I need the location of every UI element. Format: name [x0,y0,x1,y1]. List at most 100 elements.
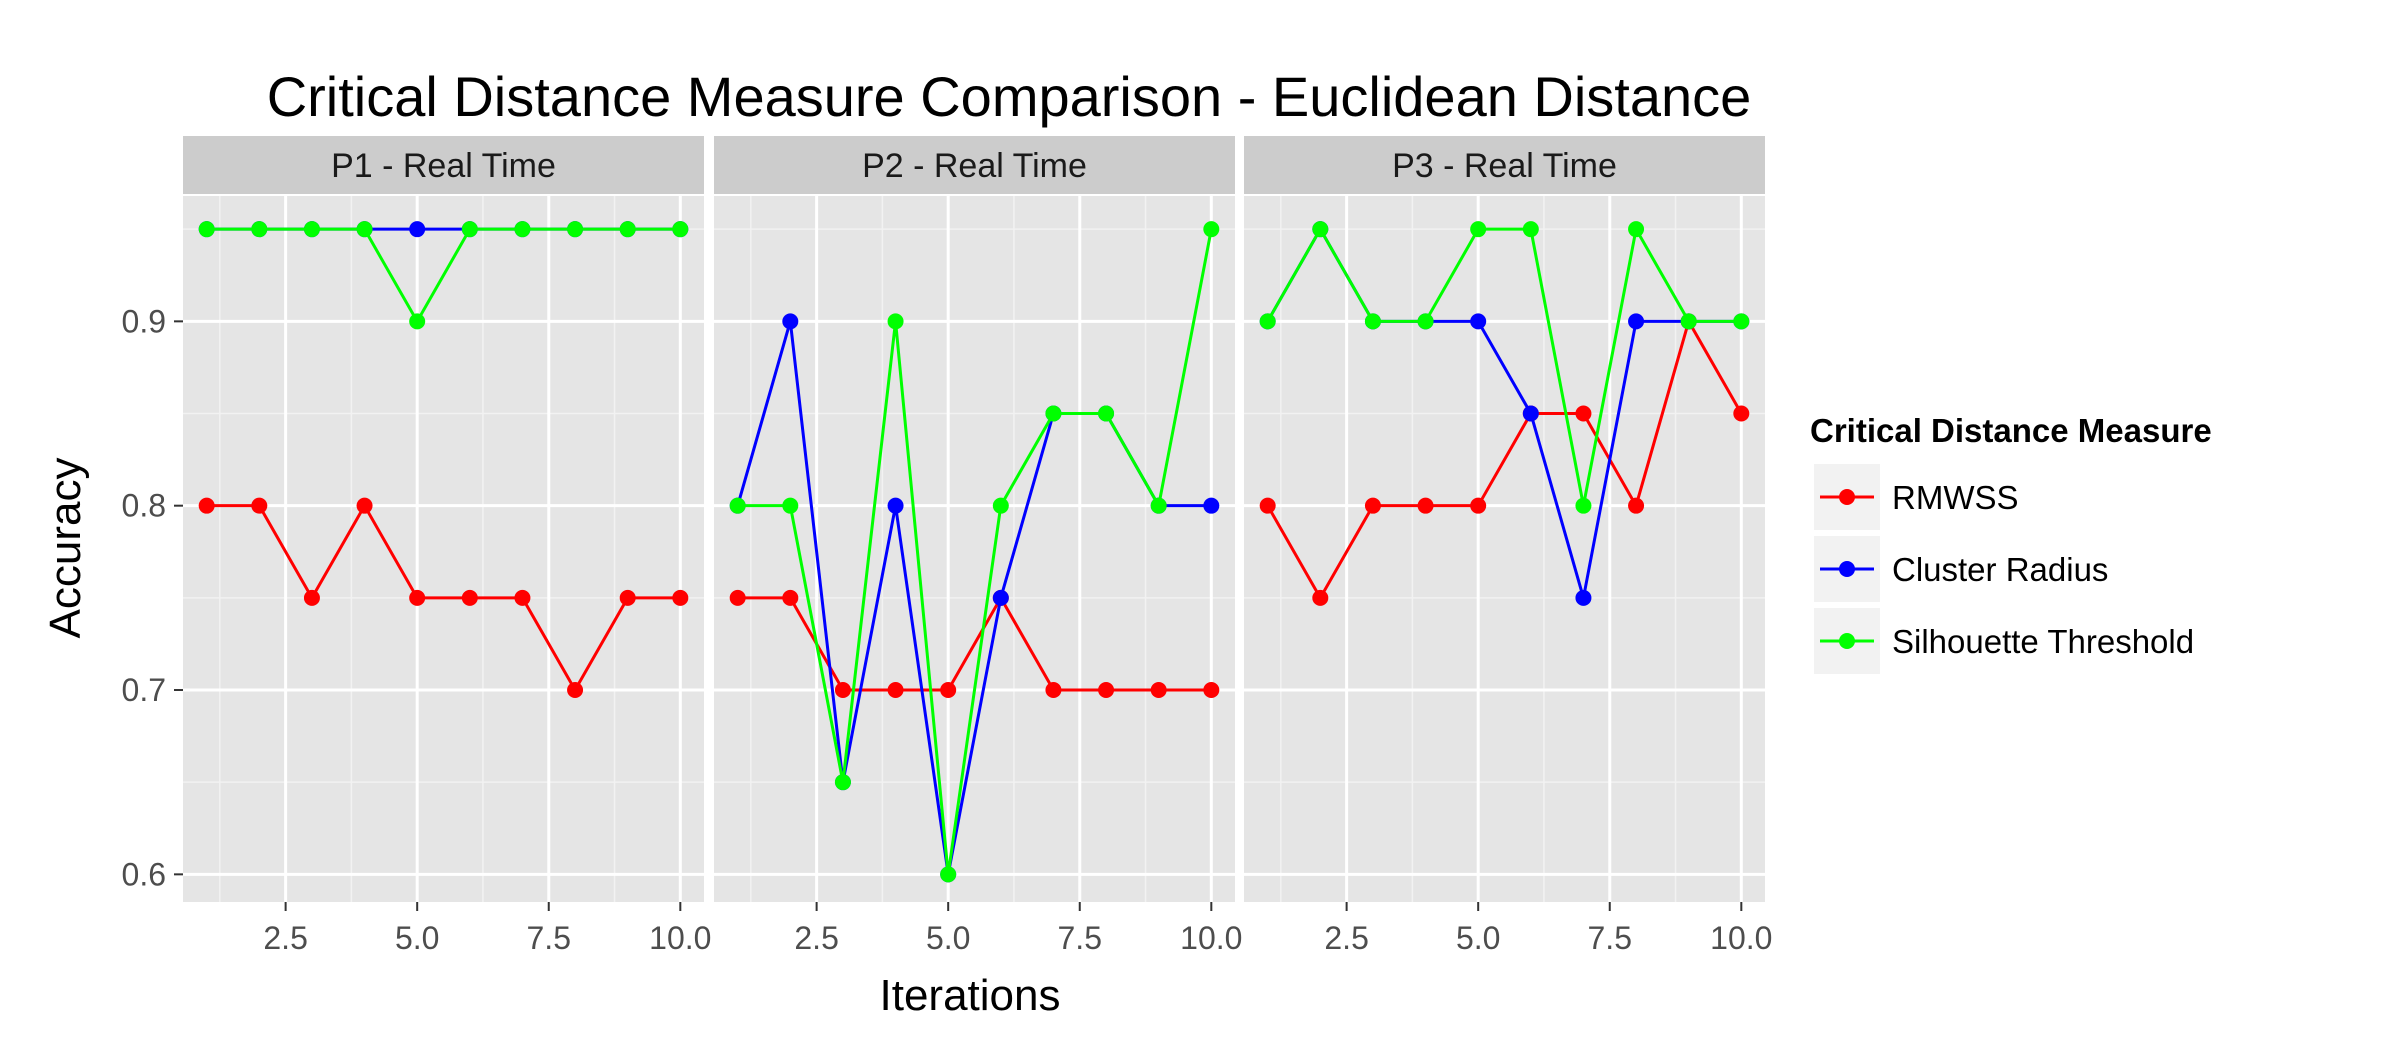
data-point [198,497,215,514]
data-point [992,497,1009,514]
data-point [1203,497,1220,514]
data-point [409,589,426,606]
data-point [1312,589,1329,606]
data-point [1470,497,1487,514]
series-line [1266,224,1742,506]
y-tick-label: 0.7 [122,672,166,708]
y-tick-label: 0.6 [122,856,166,892]
x-tick-label: 5.0 [926,920,970,956]
data-point [1045,682,1062,699]
data-point [1628,221,1645,238]
data-point [1575,405,1592,422]
facet-strip-label: P2 - Real Time [862,147,1087,185]
data-point [672,221,689,238]
data-point [409,313,426,330]
chart-title: Critical Distance Measure Comparison - E… [267,65,1752,128]
x-tick-label: 10.0 [1180,920,1242,956]
data-point [940,866,957,883]
x-tick-label: 7.5 [1058,920,1102,956]
data-point [1680,313,1697,330]
data-point [356,221,373,238]
legend: Critical Distance Measure RMWSS Cluster R… [1810,412,2212,674]
series-rmwss [198,497,689,699]
facet-strip [1244,136,1765,194]
x-tick-label: 7.5 [527,920,571,956]
series-line [737,228,1213,875]
facet-panel-1: P1 - Real Time 2.5 5.0 7.5 10.0 0.6 0.7 0.8 0.9 [122,136,711,956]
y-tick-label: 0.9 [122,303,166,339]
data-point [1150,497,1167,514]
facet-panel-2: P2 - Real Time 2.5 5.0 7.5 10.0 [714,136,1242,956]
data-point [729,497,746,514]
data-point [834,774,851,791]
x-tick-label: 2.5 [263,920,307,956]
data-point [1522,221,1539,238]
data-point [461,221,478,238]
facet-strip [183,136,704,194]
data-point [1098,405,1115,422]
data-point [1733,313,1750,330]
data-point [619,221,636,238]
data-point [303,589,320,606]
data-point [1417,497,1434,514]
data-point [1628,497,1645,514]
data-point [1259,497,1276,514]
data-point [940,682,957,699]
data-point [1628,313,1645,330]
data-point [514,589,531,606]
x-tick-label: 7.5 [1588,920,1632,956]
legend-key-point [1839,489,1855,505]
data-point [1045,405,1062,422]
data-point [567,682,584,699]
series-silhouette-threshold [729,221,1220,883]
legend-entry: Cluster Radius [1814,536,2108,602]
x-tick-label: 10.0 [1710,920,1772,956]
legend-title: Critical Distance Measure [1810,412,2212,449]
data-point [1364,497,1381,514]
data-point [782,313,799,330]
data-point [834,682,851,699]
legend-entry: RMWSS [1814,464,2019,530]
data-point [461,589,478,606]
legend-key-point [1839,633,1855,649]
x-tick-label: 2.5 [1324,920,1368,956]
facet-strip [714,136,1235,194]
data-point [1575,497,1592,514]
data-point [619,589,636,606]
data-point [1522,405,1539,422]
x-axis-title: Iterations [880,971,1061,1020]
series-line [1266,317,1743,601]
legend-label: Silhouette Threshold [1892,623,2194,660]
data-point [992,589,1009,606]
x-tick-label: 10.0 [649,920,711,956]
data-point [887,497,904,514]
data-point [251,497,268,514]
data-point [729,589,746,606]
series-silhouette-threshold [1259,221,1750,514]
legend-key-point [1839,561,1855,577]
data-point [251,221,268,238]
data-point [1312,221,1329,238]
legend-entry: Silhouette Threshold [1814,608,2194,674]
series-line [206,502,681,694]
data-point [567,221,584,238]
data-point [1470,313,1487,330]
data-point [1150,682,1167,699]
panel-background [183,196,704,902]
data-point [356,497,373,514]
data-point [782,497,799,514]
data-point [782,589,799,606]
x-tick-label: 2.5 [794,920,838,956]
data-point [1203,682,1220,699]
data-point [887,682,904,699]
data-point [1733,405,1750,422]
panel-background [714,196,1235,902]
data-point [198,221,215,238]
data-point [1417,313,1434,330]
facet-strip-label: P1 - Real Time [331,147,556,185]
x-tick-label: 5.0 [395,920,439,956]
data-point [1364,313,1381,330]
data-point [303,221,320,238]
